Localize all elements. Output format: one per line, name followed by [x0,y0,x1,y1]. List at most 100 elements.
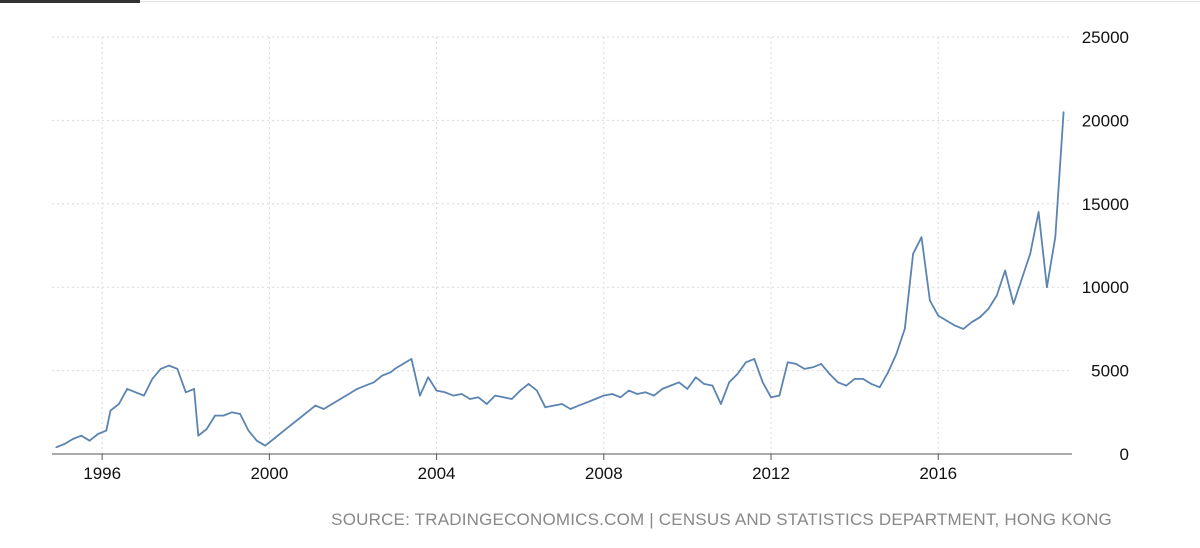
axes [52,453,1072,460]
data-point [828,373,831,375]
data-point [945,319,948,322]
data-point [348,393,350,395]
x-tick-label: 2012 [752,464,790,483]
data-point [126,388,128,390]
data-point [569,408,572,410]
y-tick-labels: 0 5000 10000 15000 20000 25000 [1082,28,1129,464]
data-point [711,384,714,387]
data-point [105,429,108,432]
data-point [289,424,292,427]
data-point [356,388,359,390]
data-point [761,381,764,384]
y-tick-label: 25000 [1082,28,1129,47]
data-point [1054,236,1057,238]
series-line [55,112,1065,449]
data-point [402,363,404,365]
data-point [486,403,488,405]
data-point [703,383,705,385]
data-point [477,396,480,399]
data-point [306,411,308,414]
y-tick-label: 15000 [1082,195,1129,214]
source-note: SOURCE: TRADINGECONOMICS.COM | CENSUS AN… [331,510,1112,529]
data-point [912,253,914,255]
data-point [778,394,781,397]
data-point [720,403,722,405]
data-point [803,368,806,370]
data-point [193,388,195,390]
data-point [452,394,455,397]
data-point [736,373,739,375]
data-point [205,428,208,430]
data-point [895,353,898,355]
data-point [929,299,931,302]
x-tick-label: 2016 [919,464,957,483]
data-point [1037,211,1040,213]
data-point [444,391,446,394]
data-point [231,411,233,414]
series-layer [55,111,1065,449]
data-point [63,443,66,445]
data-point [494,394,496,397]
data-point [272,438,275,440]
data-point [255,439,258,442]
data-point [979,316,981,319]
data-point [603,394,605,397]
top-rule-accent [0,0,140,3]
data-point [678,381,680,384]
data-point [222,414,225,417]
data-point [1021,278,1023,280]
data-point [904,328,906,330]
data-point [1029,253,1031,255]
data-point [97,433,99,435]
data-point [80,434,83,437]
data-point [611,393,613,395]
data-point [511,398,513,400]
data-point [502,396,505,399]
data-point [1062,111,1065,113]
y-tick-label: 10000 [1082,278,1129,297]
data-point [427,376,430,379]
x-tick-labels: 1996 2000 2004 2008 2012 2016 [83,464,957,483]
data-point [88,439,91,442]
data-point [862,378,864,380]
data-point [1012,303,1015,305]
data-point [870,383,873,385]
data-point [419,394,421,397]
data-point [281,431,283,434]
data-point [176,368,179,370]
data-point [653,394,655,397]
data-point [845,384,848,387]
data-point [552,404,555,407]
data-point [410,358,413,360]
data-point [1004,269,1006,272]
data-point [695,376,697,379]
data-point [389,371,392,374]
data-point [460,393,463,395]
data-point [594,398,597,400]
data-point [314,404,317,407]
data-point [527,383,530,385]
data-point [151,378,154,380]
data-point [381,374,384,377]
data-point [72,438,74,440]
data-point [435,389,438,392]
data-point [109,409,112,412]
data-point [214,414,216,417]
data-point [954,324,956,327]
data-point [519,389,521,392]
data-point [970,321,973,324]
data-point [878,386,881,389]
data-point [561,403,563,405]
data-point [644,391,647,394]
data-point [996,294,998,297]
data-point [937,314,939,317]
data-point [536,389,538,392]
x-tick-label: 2008 [585,464,623,483]
data-point [920,236,923,238]
data-point [837,381,839,384]
data-point [786,361,789,364]
data-point [619,396,622,399]
data-point [812,366,814,369]
data-point [577,404,580,407]
data-point [373,381,375,384]
